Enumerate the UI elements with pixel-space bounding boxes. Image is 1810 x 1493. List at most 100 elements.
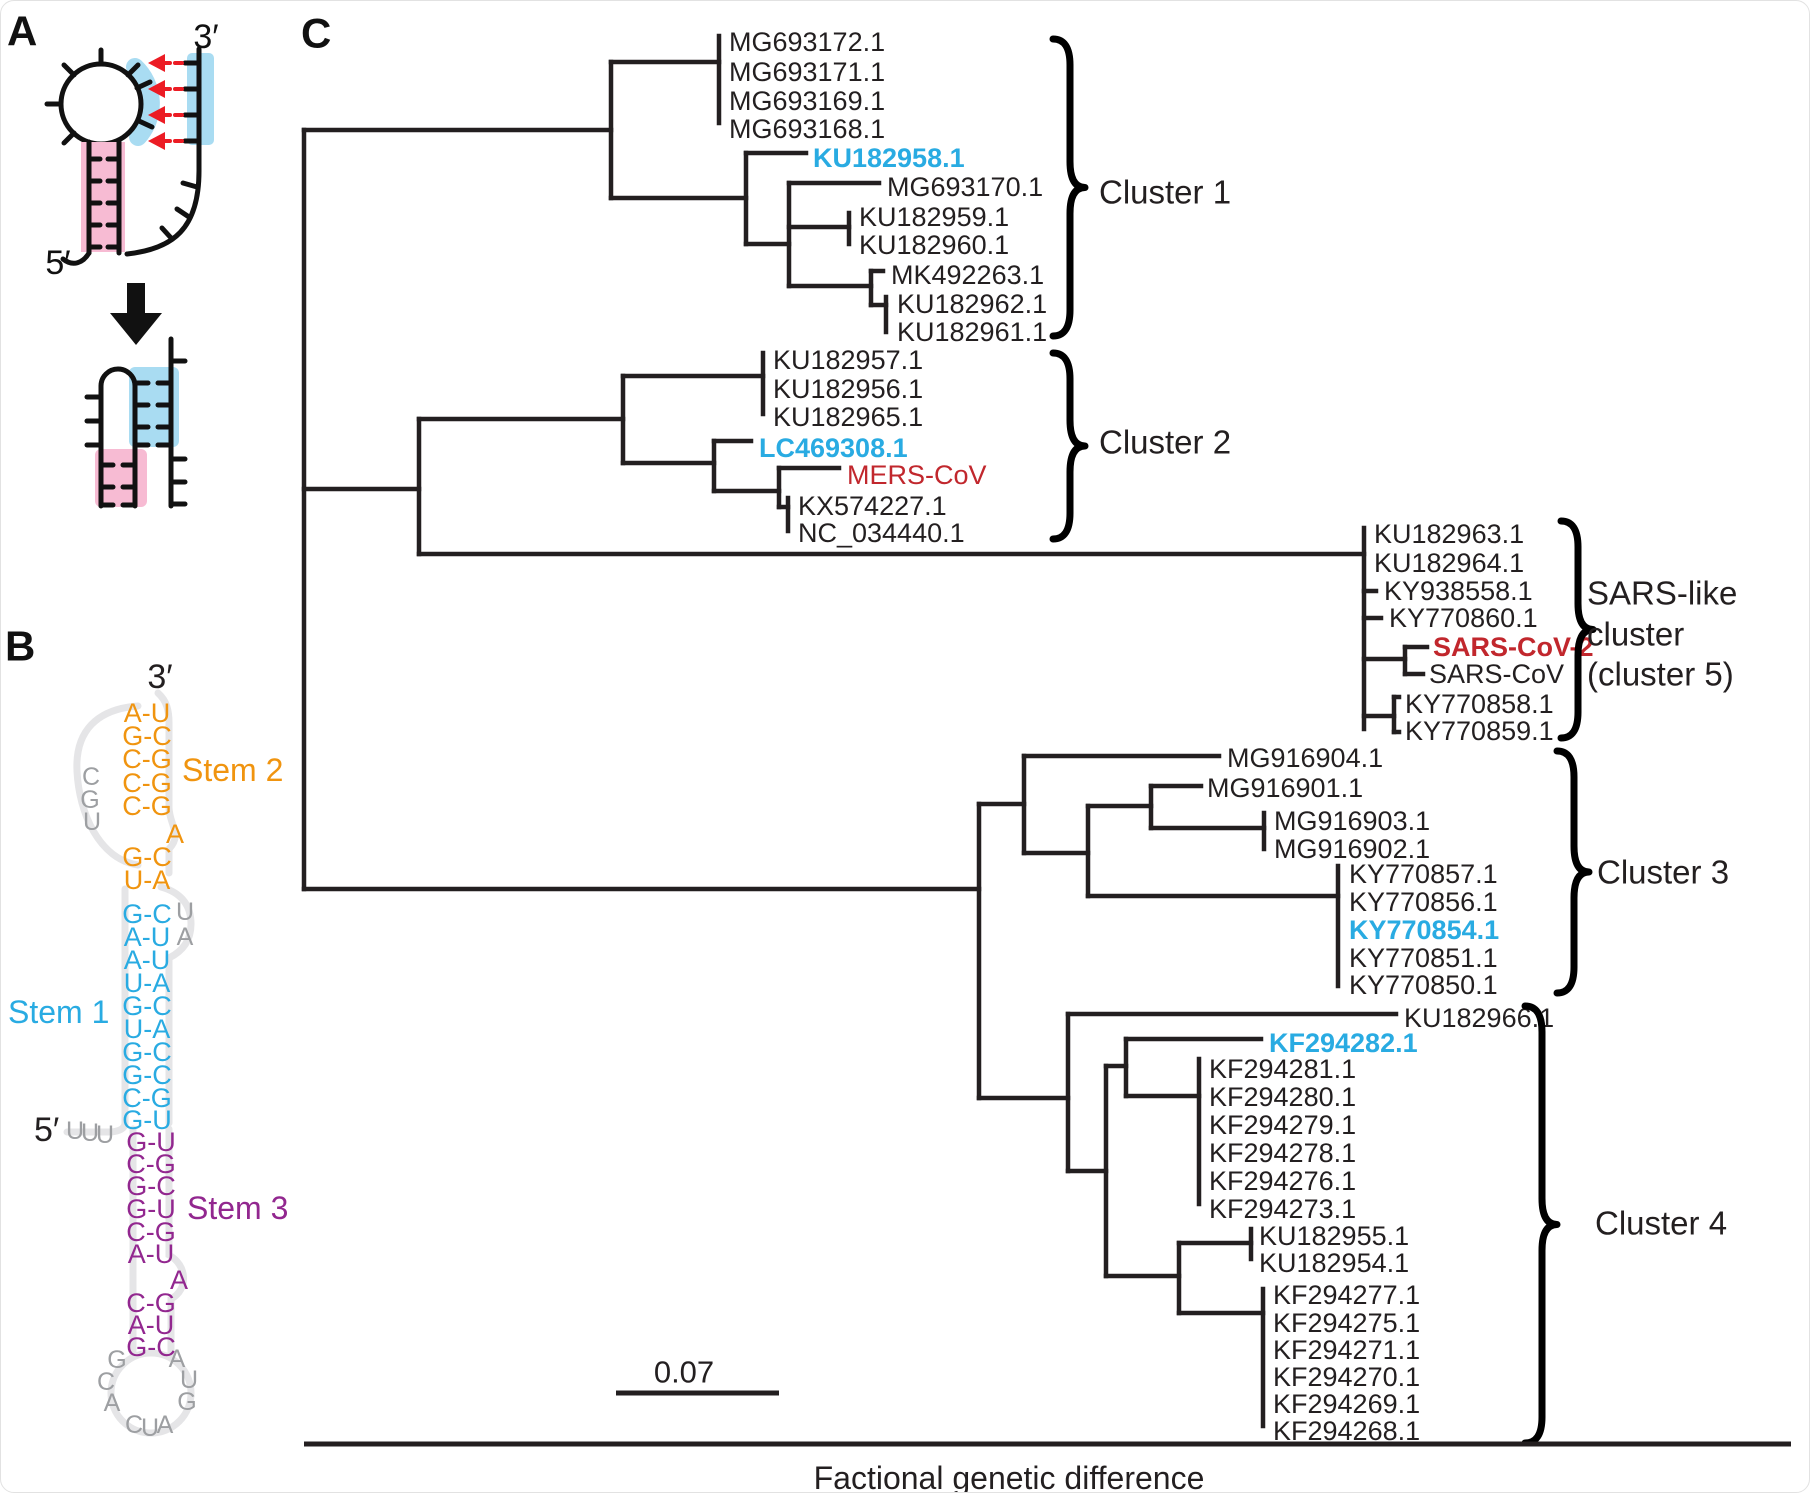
nucleotide-text: G-C [122,991,172,1021]
nucleotide-text: U [141,1414,159,1442]
cluster-2-label: Cluster 2 [1099,424,1231,461]
nucleotide-text: G-C [122,1037,172,1067]
tip-label: KU182961.1 [897,317,1047,347]
three-prime-strand [124,46,202,257]
tip-label: LC469308.1 [759,433,908,463]
tip-label: KY770859.1 [1405,716,1554,746]
tip-label: KY770851.1 [1349,943,1498,973]
nucleotide-text: C-G [122,1083,172,1113]
tip-label: KY770854.1 [1349,915,1499,945]
tip-label: KF294269.1 [1273,1389,1420,1419]
nucleotide-text: G [80,786,99,814]
tip-label: KF294275.1 [1273,1308,1420,1338]
panel-a-art: A 3′ 5′ [7,8,219,509]
tip-label: MG916901.1 [1207,773,1363,803]
tip-label: KX574227.1 [798,491,947,521]
nucleotide-text: U [96,1121,114,1149]
nucleotide-text: U [180,1366,198,1394]
tip-label: KU182954.1 [1259,1248,1409,1278]
nucleotide-text: G [177,1388,196,1416]
tip-label: MG916902.1 [1274,834,1430,864]
tip-label: KF294276.1 [1209,1166,1356,1196]
stem-lines [86,139,122,256]
nucleotide-text: A-U [128,1310,175,1340]
nucleotide-text: C-G [122,744,172,774]
panel-c-label: C [301,10,331,57]
tip-label: KY770850.1 [1349,970,1498,1000]
nucleotide-text: U-A [124,1014,171,1044]
nucleotide-text: C [125,1411,143,1439]
tip-label: SARS-CoV-2 [1433,632,1594,662]
cluster-3-label: Cluster 3 [1597,854,1729,891]
five-prime-label: 5′ [45,244,70,282]
tip-label: KF294273.1 [1209,1194,1356,1224]
nucleotide-text: C [97,1368,115,1396]
cluster-1-label: Cluster 1 [1099,174,1231,211]
five-prime-tail [60,250,92,266]
tip-label: KF294278.1 [1209,1138,1356,1168]
cluster-2-brace-icon [1049,349,1089,543]
nucleotide-text: G-C [122,1060,172,1090]
tip-label: KU182960.1 [859,230,1009,260]
tip-label: KF294282.1 [1269,1028,1418,1058]
nucleotide-text: A-U [124,945,171,975]
tip-label: KU182957.1 [773,345,923,375]
cluster-3-brace-icon [1553,747,1593,997]
tip-label: KF294277.1 [1273,1280,1420,1310]
cluster-braces-and-labels: Cluster 1 Cluster 2 SARS-like cluster(clust… [1049,35,1737,1447]
tip-label: KU182965.1 [773,402,923,432]
tip-label: MG693168.1 [729,114,885,144]
blue-highlight-arc [126,58,160,146]
tip-label: KF294279.1 [1209,1110,1356,1140]
nucleotide-text: A [104,1389,121,1417]
tip-label: NC_034440.1 [798,518,965,548]
tip-label: KF294281.1 [1209,1054,1356,1084]
nucleotide-text: U [81,1119,99,1147]
nucleotide-text: U [176,898,194,926]
cluster-1-brace-icon [1049,35,1089,340]
tree-branches [301,33,1430,1429]
nucleotide-text: U-A [124,865,171,895]
tip-label: KU182963.1 [1374,519,1524,549]
nucleotide-text: G-U [126,1194,176,1224]
lower-structure-lines [84,336,188,509]
nucleotide-text: U [83,808,101,836]
tip-label: MG693172.1 [729,27,885,57]
tip-label: KU182964.1 [1374,548,1524,578]
tip-label: KF294268.1 [1273,1416,1420,1446]
rna-backbone-strands [63,689,195,1437]
tip-label: KY770857.1 [1349,859,1498,889]
tip-label: KF294270.1 [1273,1362,1420,1392]
nucleotide-text: G-C [122,842,172,872]
scale-bar-value: 0.07 [654,1355,714,1390]
sars-like-cluster-label: cluster [1587,616,1684,653]
panel-b-label: B [5,623,35,670]
axis-label: Factional genetic difference [814,1460,1205,1493]
down-arrow-icon [110,283,162,345]
nucleotide-text: 5′ [34,1111,59,1149]
tip-label: KU182959.1 [859,202,1009,232]
tip-label: MG693170.1 [887,172,1043,202]
stem1-label: Stem 1 [8,994,109,1030]
scale-bar: 0.07 [616,1355,779,1396]
tip-label: KY770856.1 [1349,887,1498,917]
nucleotide-text: A [169,1345,186,1373]
nucleotide-text: C-G [126,1288,176,1318]
tip-label: MG916903.1 [1274,806,1430,836]
nucleotide-text: U [66,1117,84,1145]
nucleotide-text: C-G [126,1149,176,1179]
red-arrows [148,54,184,150]
nucleotide-text: 3′ [147,658,172,696]
tip-label: KU182958.1 [813,143,965,173]
tip-label: KU182955.1 [1259,1221,1409,1251]
nucleotide-text: G-C [122,899,172,929]
nucleotide-text: G-C [126,1332,176,1362]
axis: Factional genetic difference [304,1441,1791,1493]
panel-c-tree: C MG693172.1MG693171.1MG693169.1MG693168… [301,10,1791,1493]
nucleotide-text: G [107,1346,126,1374]
nucleotide-text: U-A [124,968,171,998]
sars-like-cluster-label: SARS-like [1587,575,1737,612]
tip-label: KU182962.1 [897,289,1047,319]
